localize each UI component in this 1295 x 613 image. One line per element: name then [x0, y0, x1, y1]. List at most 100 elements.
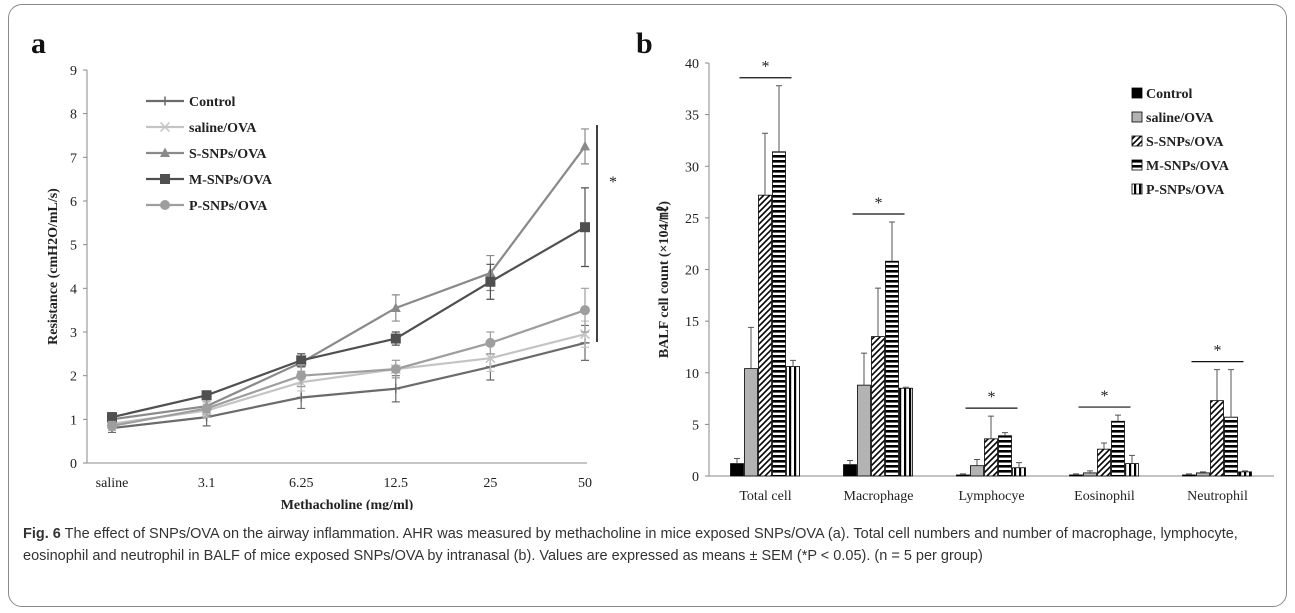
error-bar	[1115, 414, 1121, 422]
chart-a-resistance: a 0 1 2 3 4 5 6 7 8 9 saline 3.1 6.25 12.5 25 50 Methacho…	[31, 27, 617, 510]
x-marker	[485, 353, 496, 364]
series-s-snps-ova	[107, 128, 590, 425]
error-bar	[1002, 432, 1008, 436]
group-lymphocye	[956, 415, 1026, 477]
chart-b-balf-counts: b 0 5 10 15 20 25 30 35 40 BALF cell count (×104/㎖…	[636, 27, 1274, 504]
y-tick-label: 3	[70, 326, 77, 341]
series-line	[111, 341, 586, 430]
error-bar	[748, 326, 754, 369]
bar	[843, 464, 857, 477]
square-marker	[296, 355, 307, 366]
plus-marker	[160, 96, 170, 106]
legend-label: P-SNPs/OVA	[1146, 183, 1225, 198]
square-marker	[160, 174, 170, 184]
y-tick-label: 8	[70, 108, 77, 123]
group-neutrophil	[1182, 369, 1252, 477]
bar	[1196, 472, 1210, 477]
legend-swatch	[1131, 135, 1143, 147]
x-axis-title: Methacholine (mg/ml)	[281, 498, 414, 510]
x-marker	[159, 121, 171, 133]
group-total-cell	[730, 85, 800, 477]
significance-star: *	[1101, 388, 1109, 405]
category-label: Neutrophil	[1187, 489, 1248, 504]
square-marker	[390, 333, 401, 344]
circle-marker	[201, 403, 212, 414]
significance-star: *	[762, 59, 770, 76]
square-marker	[201, 390, 212, 401]
legend-a: Control saline/OVA S-SNPs/OVA M-SNPs/OVA P-S…	[146, 95, 273, 214]
significance-star: *	[609, 174, 617, 191]
error-bar	[861, 352, 867, 386]
bar	[786, 366, 800, 477]
error-bar	[960, 473, 966, 475]
series-saline-ova	[106, 320, 591, 429]
error-bar	[1087, 470, 1093, 473]
legend-swatch	[1131, 111, 1143, 123]
x-tick-label: 12.5	[384, 476, 409, 491]
legend-swatch	[1131, 87, 1143, 99]
triangle-marker	[390, 302, 401, 312]
series-line	[111, 333, 586, 425]
figure-panel: a 0 1 2 3 4 5 6 7 8 9 saline 3.1 6.25 12.5 25 50 Methacho…	[8, 4, 1287, 607]
x-marker	[579, 329, 591, 340]
circle-marker	[107, 420, 117, 431]
error-bar	[790, 359, 796, 367]
bar	[1069, 474, 1083, 477]
circle-marker	[390, 364, 401, 375]
bar	[772, 151, 786, 477]
y-axis-title: BALF cell count (×104/㎖)	[656, 201, 672, 359]
error-bar	[762, 132, 768, 196]
y-tick-label: 7	[70, 151, 77, 166]
series-control	[107, 324, 590, 434]
bar	[956, 474, 970, 477]
bar	[998, 435, 1012, 477]
error-bar	[1016, 462, 1022, 468]
legend-label: M-SNPs/OVA	[189, 173, 273, 188]
circle-marker	[580, 305, 590, 316]
series-line	[111, 309, 586, 427]
category-label: Total cell	[739, 489, 791, 504]
error-bar	[974, 458, 980, 466]
error-bar	[1101, 442, 1107, 450]
category-label: Macrophage	[844, 489, 914, 504]
error-bar	[776, 85, 782, 152]
error-bar	[875, 287, 881, 337]
square-marker	[580, 222, 590, 233]
circle-marker	[485, 337, 496, 348]
bar	[871, 336, 885, 477]
legend-b: Control saline/OVA S-SNPs/OVA M-SNPs/OVA P-S…	[1131, 87, 1230, 198]
bar	[1012, 467, 1026, 477]
figure-caption: Fig. 6 The effect of SNPs/OVA on the air…	[23, 523, 1273, 567]
error-bar	[903, 386, 909, 389]
x-tick-label: 6.25	[289, 476, 314, 491]
y-tick-label: 20	[685, 264, 699, 279]
caption-fig-label: Fig. 6	[23, 526, 61, 542]
plus-marker	[391, 384, 401, 394]
y-tick-label: 10	[685, 367, 699, 382]
error-bar	[1129, 454, 1135, 464]
legend-label: P-SNPs/OVA	[189, 199, 268, 214]
square-marker	[485, 276, 496, 287]
legend-swatch	[1131, 183, 1143, 195]
error-bar	[988, 415, 994, 439]
error-bar	[889, 221, 895, 262]
significance-star: *	[988, 389, 996, 406]
y-tick-label: 30	[685, 160, 699, 175]
error-bar	[1073, 473, 1079, 475]
error-bar	[847, 460, 853, 465]
error-bar	[1228, 369, 1234, 418]
category-label: Lymphocye	[958, 489, 1024, 504]
panel-a-label: a	[31, 27, 46, 60]
y-tick-label: 9	[70, 64, 77, 79]
significance-star: *	[1214, 343, 1222, 360]
legend-label: Control	[189, 95, 236, 110]
category-label: Eosinophil	[1074, 489, 1135, 504]
series-line	[111, 226, 586, 419]
error-bar	[1214, 369, 1220, 401]
bar	[1238, 471, 1252, 477]
bar	[1083, 472, 1097, 477]
bar	[885, 260, 899, 477]
bar	[1210, 400, 1224, 477]
y-tick-label: 1	[70, 413, 77, 428]
significance-star: *	[875, 195, 883, 212]
